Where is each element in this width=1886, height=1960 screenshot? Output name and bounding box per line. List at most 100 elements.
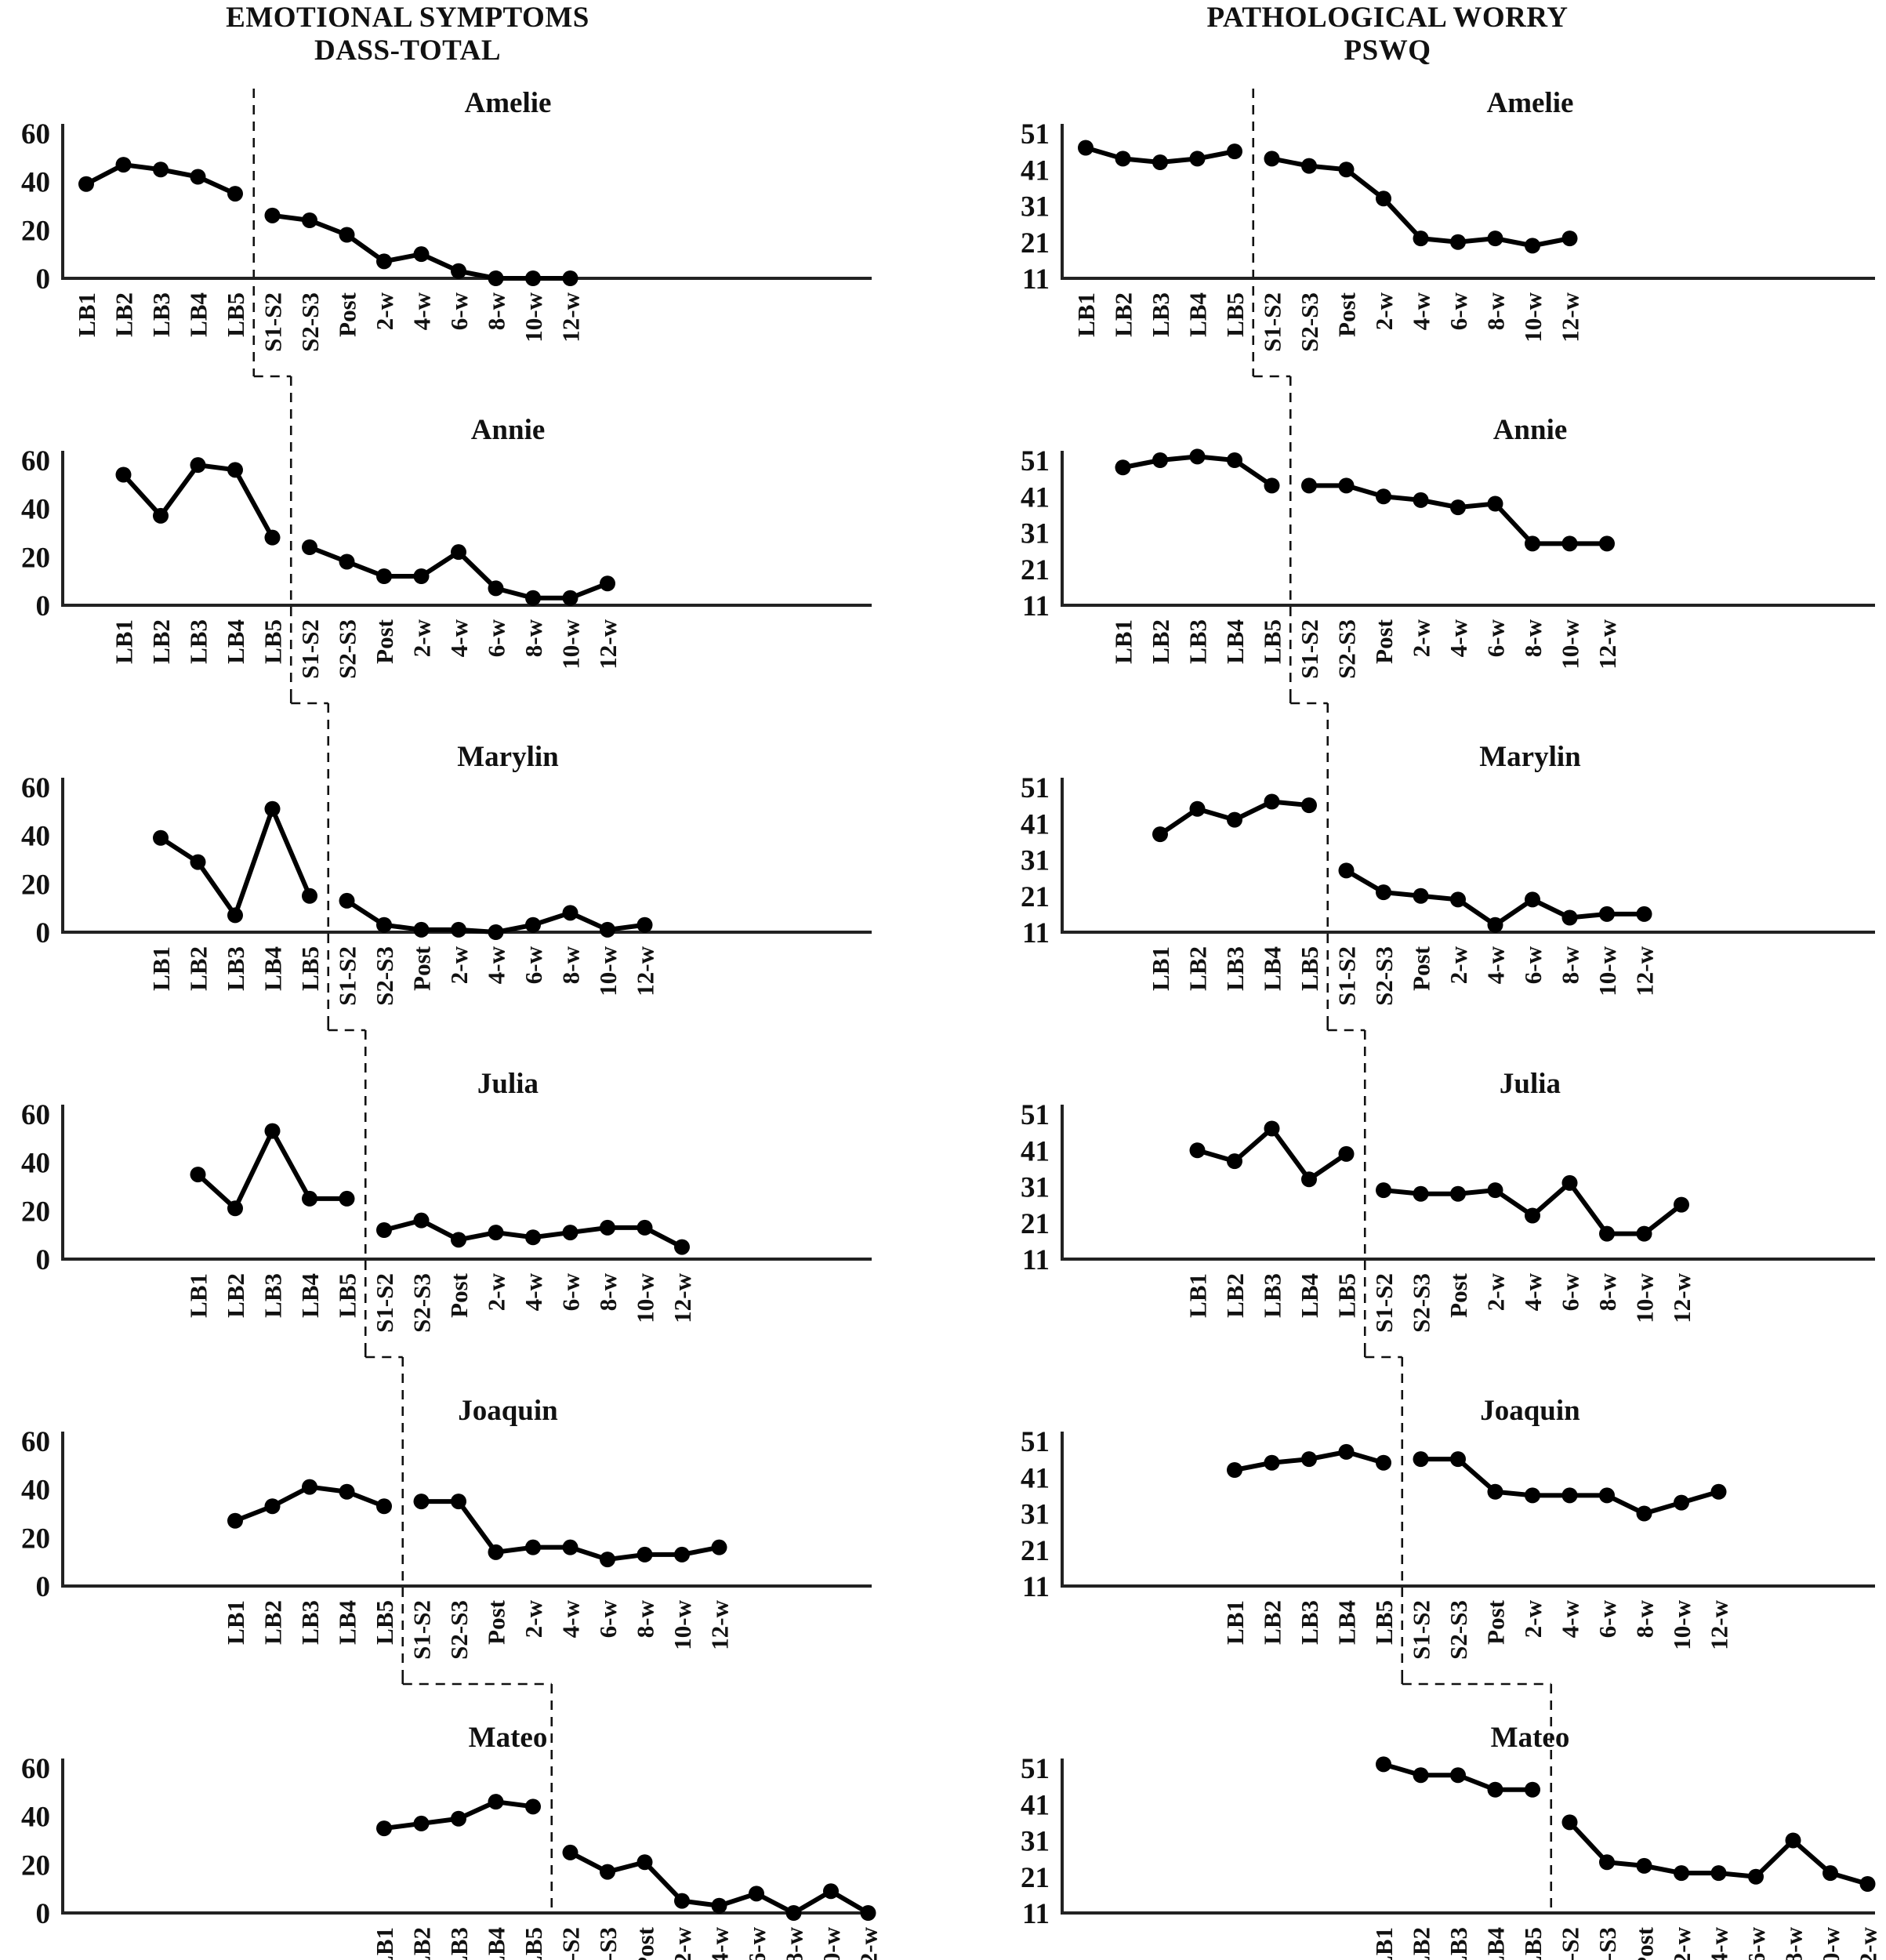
participant-name-label: Julia xyxy=(1500,1068,1561,1100)
x-category-label: LB2 xyxy=(1147,619,1174,664)
data-point xyxy=(1525,1781,1540,1798)
x-category-label: 4-w xyxy=(1408,292,1435,330)
data-point xyxy=(1338,1443,1355,1460)
data-point xyxy=(339,554,355,570)
x-category-label: Post xyxy=(1370,619,1398,664)
data-point xyxy=(1376,1756,1391,1773)
x-category-label: S2-S3 xyxy=(445,1600,473,1660)
x-category-label: 10-w xyxy=(669,1599,696,1650)
x-category-label: 6-w xyxy=(1519,946,1547,984)
right-column-title: PATHOLOGICAL WORRY PSWQ xyxy=(1035,2,1740,67)
data-point xyxy=(1710,1865,1727,1882)
participant-name-label: Annie xyxy=(471,414,546,446)
x-category-label: LB1 xyxy=(1072,292,1100,337)
left-column-title: EMOTIONAL SYMPTOMS DASS-TOTAL xyxy=(55,2,760,67)
y-tick-label: 40 xyxy=(21,1148,50,1180)
y-tick-label: 31 xyxy=(1021,191,1050,223)
data-point xyxy=(1376,488,1391,505)
baseline-line xyxy=(195,1128,350,1211)
x-category-label: 8-w xyxy=(1482,292,1510,330)
data-point xyxy=(1450,499,1466,516)
data-point xyxy=(1376,884,1391,901)
data-point xyxy=(376,568,392,584)
x-category-label: S1-S2 xyxy=(1296,619,1323,679)
x-category-label: 8-w xyxy=(1594,1272,1621,1311)
data-point xyxy=(1152,452,1168,468)
y-tick-label: 21 xyxy=(1021,227,1050,260)
data-point xyxy=(413,1815,430,1831)
data-point xyxy=(153,829,169,846)
data-point xyxy=(600,921,615,938)
data-point xyxy=(153,162,169,178)
x-category-label: 8-w xyxy=(483,292,510,330)
y-tick-label: 0 xyxy=(36,917,51,949)
data-point xyxy=(302,1190,317,1207)
x-category-label: LB5 xyxy=(1296,946,1323,991)
y-tick-label: 0 xyxy=(36,590,51,622)
x-category-label: 2-w xyxy=(371,292,398,330)
data-point xyxy=(1450,1185,1466,1202)
x-category-label: LB3 xyxy=(1147,292,1174,337)
y-tick-label: 41 xyxy=(1021,154,1050,187)
participant-name-label: Amelie xyxy=(1487,87,1574,119)
right-column-title-line2: PSWQ xyxy=(1344,34,1431,67)
x-category-label: 6-w xyxy=(483,619,510,657)
data-point xyxy=(264,529,281,546)
data-point xyxy=(1376,1182,1391,1199)
x-category-label: 2-w xyxy=(1668,1926,1696,1960)
x-category-label: 10-w xyxy=(594,946,622,996)
participant-name-label: Marylin xyxy=(457,741,559,773)
participant-name-label: Annie xyxy=(1493,414,1568,446)
y-tick-label: 40 xyxy=(21,821,50,853)
data-point xyxy=(1487,1182,1503,1199)
x-category-label: LB1 xyxy=(1110,619,1137,664)
x-category-label: 6-w xyxy=(1445,292,1472,330)
participant-name-label: Amelie xyxy=(465,87,552,119)
data-point xyxy=(1264,793,1280,810)
data-point xyxy=(488,1794,504,1810)
data-point xyxy=(227,186,243,202)
x-category-label: 4-w xyxy=(445,619,473,657)
data-point xyxy=(376,1498,392,1515)
y-tick-label: 60 xyxy=(21,1099,50,1131)
data-point xyxy=(1487,495,1503,512)
x-category-label: Post xyxy=(1408,946,1435,991)
x-category-label: LB5 xyxy=(1259,619,1286,664)
y-tick-label: 51 xyxy=(1021,772,1050,804)
data-point xyxy=(264,1123,281,1139)
x-category-label: LB1 xyxy=(1370,1927,1398,1960)
x-category-label: LB1 xyxy=(371,1927,398,1960)
x-category-label: 4-w xyxy=(1445,619,1472,657)
y-tick-label: 20 xyxy=(21,215,50,247)
x-category-label: S2-S3 xyxy=(371,946,398,1006)
data-point xyxy=(451,263,466,279)
x-category-label: LB3 xyxy=(445,1927,473,1960)
data-point xyxy=(860,1905,876,1921)
data-point xyxy=(1227,452,1242,468)
data-point xyxy=(1301,477,1317,494)
x-category-label: S1-S2 xyxy=(1259,292,1286,352)
chart-dass-amelie: Amelie 60 40 20 0 LB1 LB2 LB3 LB4 LB5 S1-S2 S2-S3 Po… xyxy=(21,87,872,370)
x-category-label: LB4 xyxy=(1482,1927,1510,1960)
data-point xyxy=(190,1167,206,1183)
data-point xyxy=(1525,238,1540,254)
y-tick-label: 40 xyxy=(21,1802,50,1834)
data-point xyxy=(1413,492,1429,508)
data-point xyxy=(525,590,541,606)
x-category-label: LB1 xyxy=(1221,1600,1249,1645)
data-point xyxy=(413,246,430,263)
x-category-label: 6-w xyxy=(520,946,547,984)
x-category-label: LB2 xyxy=(408,1927,436,1960)
x-category-label: S2-S3 xyxy=(1370,946,1398,1006)
x-category-label: S2-S3 xyxy=(296,292,324,352)
chart-dass-annie: Annie 60 40 20 0 LB1 LB2 LB3 LB4 LB5 S1-S2 S2-S3 Pos… xyxy=(21,370,872,697)
data-point xyxy=(637,1854,653,1871)
x-category-label: 6-w xyxy=(1482,619,1510,657)
chart-dass-julia: Julia 60 40 20 0 LB1 LB2 LB3 LB4 LB5 S1-S2 S2-S3 Pos… xyxy=(21,1024,872,1351)
x-category-label: S2-S3 xyxy=(1408,1273,1435,1333)
data-point xyxy=(1227,143,1242,160)
y-tick-label: 40 xyxy=(21,494,50,526)
y-tick-label: 21 xyxy=(1021,554,1050,586)
data-point xyxy=(190,457,206,474)
chart-pswq-mateo: Mateo 51 41 31 21 11 LB1 LB2 LB3 LB4 LB5 S1-S2 S2-S3… xyxy=(1021,1678,1882,1960)
